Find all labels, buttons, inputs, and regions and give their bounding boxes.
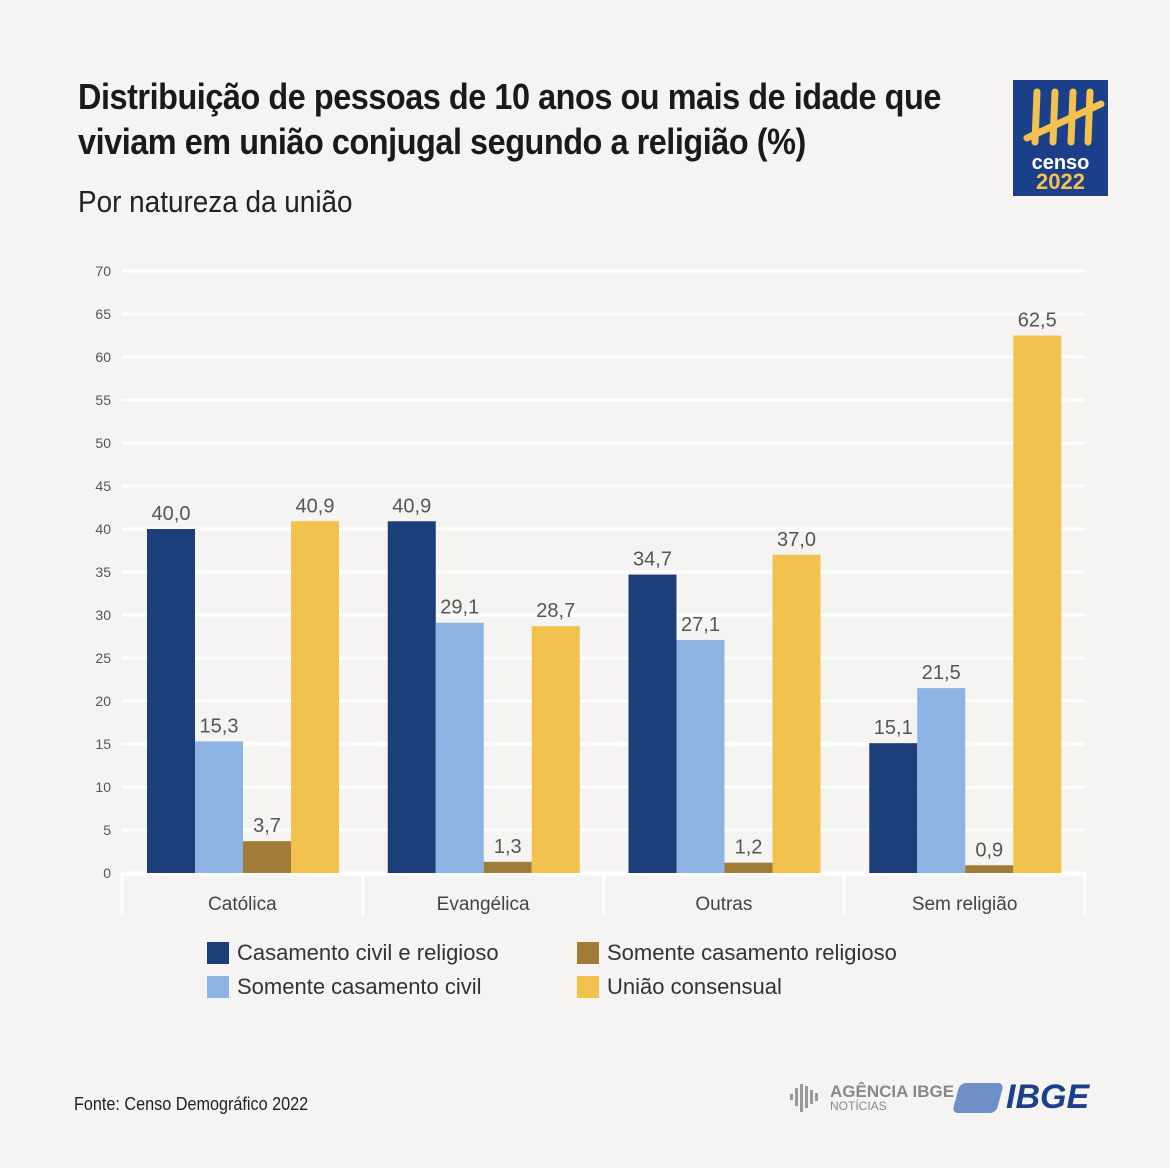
legend-label: União consensual xyxy=(607,974,782,999)
x-tick-label: Sem religião xyxy=(912,894,1018,915)
data-label: 34,7 xyxy=(633,549,672,571)
legend-swatch xyxy=(207,942,229,964)
data-label: 62,5 xyxy=(1018,310,1057,332)
y-tick-label: 45 xyxy=(95,478,111,494)
bar xyxy=(1013,335,1062,873)
data-label: 1,2 xyxy=(735,837,763,859)
x-tick-label: Católica xyxy=(208,894,277,915)
legend-swatch xyxy=(577,942,599,964)
data-label: 0,9 xyxy=(975,839,1003,861)
tally-marks-icon xyxy=(1023,88,1105,146)
data-label: 3,7 xyxy=(253,815,281,837)
censo-2022-logo: censo 2022 xyxy=(1013,80,1108,196)
data-label: 1,3 xyxy=(494,836,522,858)
bar xyxy=(917,688,966,873)
y-tick-label: 15 xyxy=(95,736,111,752)
bar xyxy=(147,529,195,873)
legend-label: Somente casamento religioso xyxy=(607,940,897,965)
source-note: Fonte: Censo Demográfico 2022 xyxy=(74,1094,309,1114)
x-tick-label: Evangélica xyxy=(437,894,530,915)
agencia-title: AGÊNCIA IBGE xyxy=(830,1081,955,1101)
y-tick-label: 30 xyxy=(95,607,111,623)
logo-text-year: 2022 xyxy=(1036,169,1085,194)
bar xyxy=(531,626,580,873)
bar xyxy=(628,574,677,873)
y-tick-label: 0 xyxy=(103,865,111,881)
y-tick-label: 10 xyxy=(95,779,111,795)
bar xyxy=(243,841,291,873)
data-label: 29,1 xyxy=(440,597,479,619)
y-tick-label: 5 xyxy=(103,822,111,838)
ibge-mark-icon xyxy=(951,1082,1005,1113)
y-tick-label: 20 xyxy=(95,693,111,709)
data-label: 15,3 xyxy=(200,715,239,737)
bar xyxy=(676,639,725,873)
agencia-subtitle: NOTÍCIAS xyxy=(830,1098,887,1113)
chart-subtitle: Por natureza da união xyxy=(78,184,353,219)
data-label: 40,0 xyxy=(152,503,191,525)
data-label: 37,0 xyxy=(777,529,816,551)
bar xyxy=(195,741,243,873)
bar xyxy=(772,554,821,873)
y-tick-label: 50 xyxy=(95,435,111,451)
y-tick-label: 70 xyxy=(95,263,111,279)
bar xyxy=(724,862,773,873)
agencia-bars-icon xyxy=(790,1084,818,1112)
legend: Casamento civil e religioso Somente casa… xyxy=(207,940,937,1000)
data-label: 40,9 xyxy=(392,495,431,517)
bar xyxy=(965,865,1014,873)
legend-label: Somente casamento civil xyxy=(237,974,482,999)
y-tick-label: 40 xyxy=(95,521,111,537)
ibge-logo: IBGE xyxy=(951,1078,1090,1117)
legend-item: Casamento civil e religioso xyxy=(207,940,577,966)
bar xyxy=(291,521,339,873)
legend-swatch xyxy=(207,976,229,998)
legend-item: Somente casamento civil xyxy=(207,974,577,1000)
agencia-ibge-logo: AGÊNCIA IBGE NOTÍCIAS xyxy=(788,1080,954,1114)
bar xyxy=(435,622,484,873)
y-tick-label: 60 xyxy=(95,349,111,365)
y-tick-label: 35 xyxy=(95,564,111,580)
data-label: 21,5 xyxy=(922,662,961,684)
logo-text-censo: censo xyxy=(1031,152,1090,174)
data-label: 40,9 xyxy=(296,495,335,517)
data-label: 27,1 xyxy=(681,614,720,636)
legend-label: Casamento civil e religioso xyxy=(237,940,499,965)
y-tick-label: 55 xyxy=(95,392,111,408)
bar xyxy=(387,521,436,873)
y-tick-label: 65 xyxy=(95,306,111,322)
legend-swatch xyxy=(577,976,599,998)
bar xyxy=(869,743,918,873)
bar xyxy=(483,861,532,873)
chart-title: Distribuição de pessoas de 10 anos ou ma… xyxy=(78,76,941,162)
legend-item: União consensual xyxy=(577,974,937,1000)
ibge-logo-text: IBGE xyxy=(1006,1078,1090,1116)
data-label: 28,7 xyxy=(536,600,575,622)
x-tick-label: Outras xyxy=(695,894,752,915)
y-tick-label: 25 xyxy=(95,650,111,666)
legend-item: Somente casamento religioso xyxy=(577,940,937,966)
data-label: 15,1 xyxy=(874,717,913,739)
